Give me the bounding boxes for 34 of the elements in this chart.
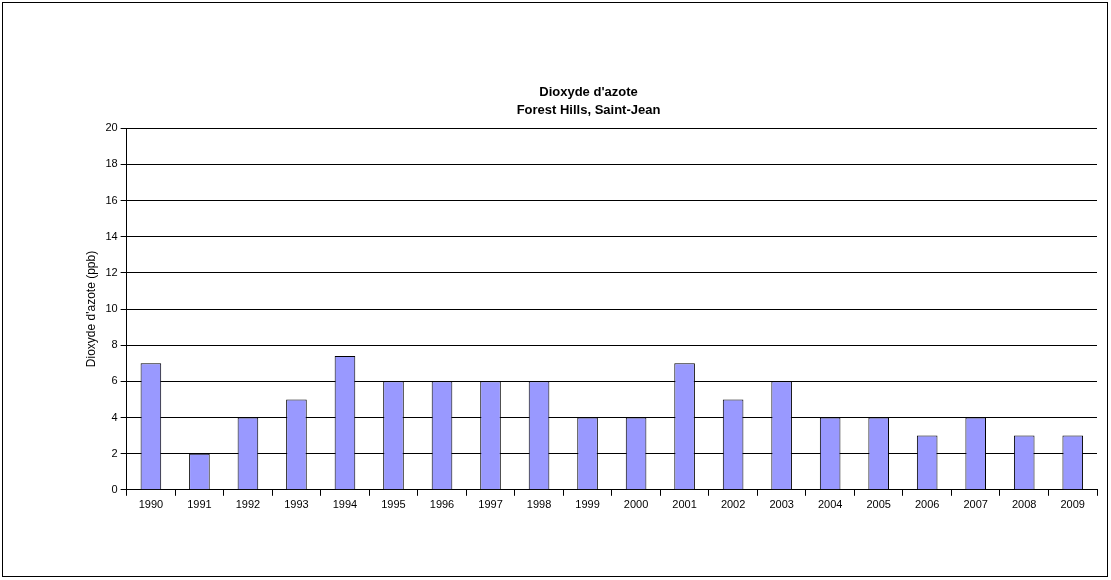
y-tick-label: 12 [105, 265, 118, 278]
y-tick-label: 14 [105, 229, 118, 242]
x-tick-label: 1990 [138, 498, 164, 511]
y-tick-label: 20 [105, 121, 118, 134]
y-tick-label: 10 [105, 302, 118, 315]
x-tick-label: 2002 [720, 498, 746, 511]
x-tick-label: 2007 [963, 498, 988, 511]
x-tick-label: 2006 [914, 498, 940, 511]
chart-subtitle: Forest Hills, Saint-Jean [516, 101, 661, 117]
y-tick-label: 6 [111, 374, 118, 387]
x-tick-label: 2001 [672, 498, 697, 511]
x-tick-label: 1994 [332, 498, 358, 511]
x-tick-label: 1996 [429, 498, 455, 511]
x-tick-label: 2003 [769, 498, 794, 511]
x-tick-label: 2008 [1011, 498, 1037, 511]
x-tick-label: 1997 [478, 498, 503, 511]
chart-title: Dioxyde d'azote [539, 84, 638, 100]
x-tick-label: 1993 [284, 498, 309, 511]
x-tick-label: 1991 [187, 498, 212, 511]
y-tick-label: 8 [111, 338, 118, 351]
x-tick-label: 1995 [381, 498, 406, 511]
y-tick-label: 4 [111, 410, 118, 423]
x-tick-label: 1992 [235, 498, 261, 511]
x-tick-label: 2009 [1060, 498, 1085, 511]
y-tick-label: 0 [111, 482, 118, 495]
x-tick-label: 1999 [575, 498, 600, 511]
y-tick-label: 18 [105, 157, 118, 170]
x-tick-label: 2005 [866, 498, 891, 511]
y-axis-title: Dioxyde d'azote (ppb) [83, 250, 98, 368]
x-tick-label: 2004 [817, 498, 843, 511]
x-tick-label: 1998 [526, 498, 552, 511]
y-tick-label: 16 [105, 193, 118, 206]
y-tick-label: 2 [111, 446, 118, 459]
x-tick-label: 2000 [623, 498, 649, 511]
